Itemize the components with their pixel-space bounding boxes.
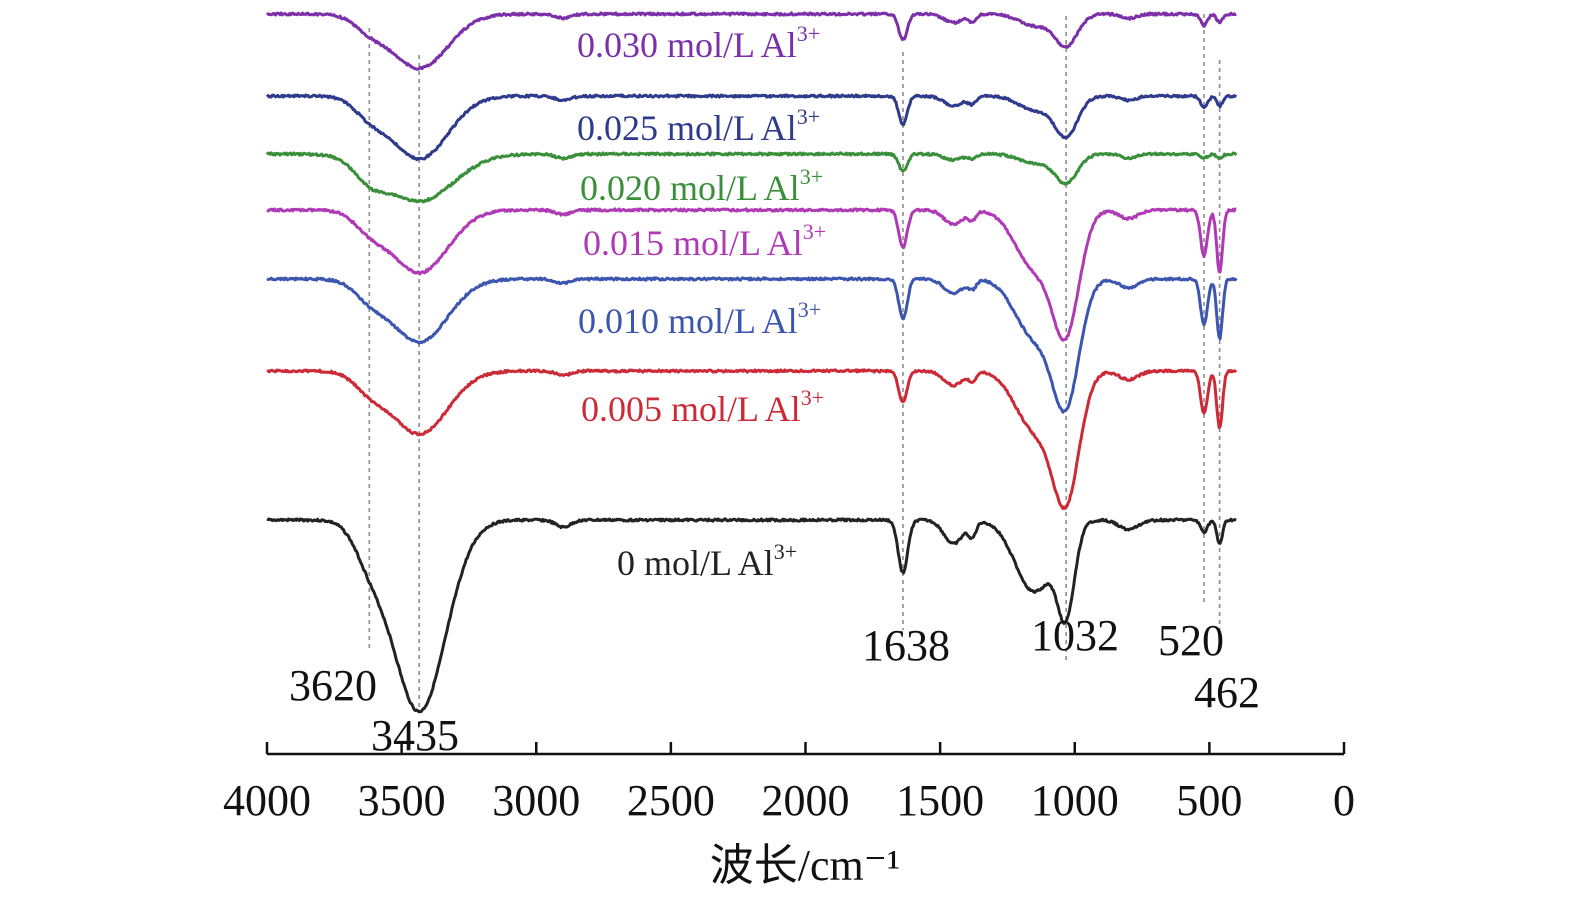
series-label-5: 0.005 mol/L Al3+: [581, 385, 824, 429]
x-tick-label-1500: 1500: [896, 776, 984, 825]
series-label-1: 0.025 mol/L Al3+: [577, 104, 820, 148]
x-tick-label-500: 500: [1176, 776, 1242, 825]
peak-label-3620: 3620: [289, 661, 377, 710]
series-label-6: 0 mol/L Al3+: [617, 539, 797, 583]
peak-label-1638: 1638: [862, 621, 950, 670]
x-tick-label-1000: 1000: [1031, 776, 1119, 825]
x-tick-label-3500: 3500: [358, 776, 446, 825]
x-tick-label-4000: 4000: [223, 776, 311, 825]
series-line-0: [265, 11, 1237, 71]
series-line-5: [266, 368, 1238, 510]
peak-label-462: 462: [1194, 668, 1260, 717]
series-line-1: [265, 93, 1238, 162]
series-label-2: 0.020 mol/L Al3+: [580, 164, 823, 208]
peak-label-520: 520: [1158, 616, 1224, 665]
x-tick-label-0: 0: [1333, 776, 1355, 825]
series-line-3: [266, 207, 1237, 342]
series-line-2: [265, 151, 1238, 204]
x-axis: 4000 3500 3000 2500 2000 1500 1000 500 0: [223, 742, 1355, 825]
series-labels: 0.030 mol/L Al3+ 0.025 mol/L Al3+ 0.020 mo…: [577, 21, 826, 583]
x-tick-label-2500: 2500: [627, 776, 715, 825]
peak-label-3435: 3435: [371, 711, 459, 760]
series-label-4: 0.010 mol/L Al3+: [578, 297, 821, 341]
spectrum-curves: [265, 11, 1238, 714]
x-axis-title: 波长/cm⁻¹: [710, 841, 900, 890]
series-line-6: [266, 517, 1237, 714]
x-tick-label-2000: 2000: [762, 776, 850, 825]
series-line-4: [266, 276, 1238, 414]
x-tick-label-3000: 3000: [492, 776, 580, 825]
series-label-3: 0.015 mol/L Al3+: [583, 219, 826, 263]
series-label-0: 0.030 mol/L Al3+: [577, 21, 820, 65]
peak-label-1032: 1032: [1031, 611, 1119, 660]
